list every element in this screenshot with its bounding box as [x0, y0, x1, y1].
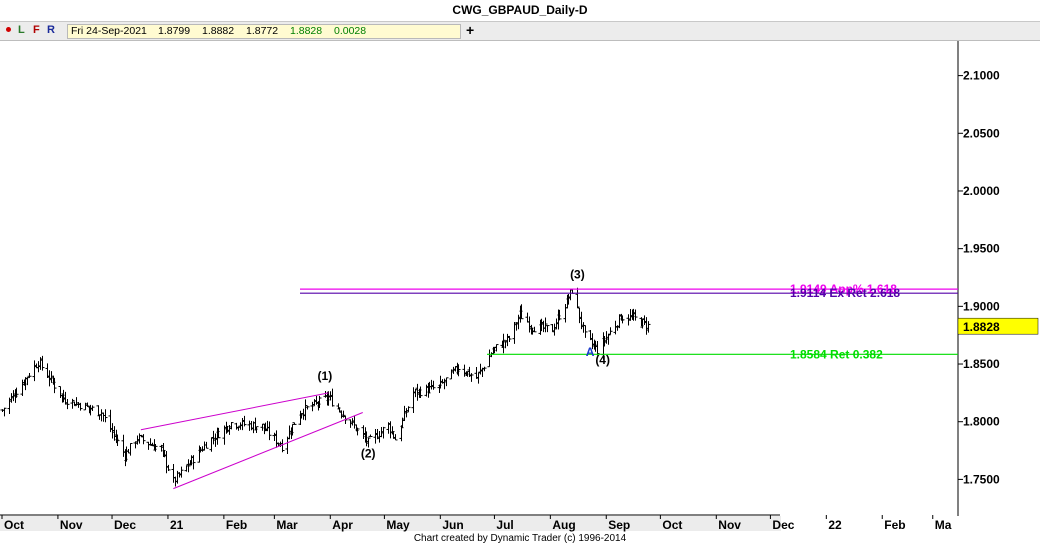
y-tick-label: 2.0500	[963, 126, 1000, 140]
x-tick-label: Jun	[442, 518, 463, 532]
toolbar-button-f[interactable]: F	[33, 24, 40, 36]
price-bars	[0, 287, 651, 487]
window-title: CWG_GBPAUD_Daily-D	[452, 3, 588, 17]
x-tick-label: Nov	[60, 518, 83, 532]
x-tick-label: Ma	[935, 518, 952, 532]
wave-label: A	[586, 345, 595, 359]
y-tick-label: 1.9000	[963, 299, 1000, 313]
x-tick-label: Dec	[114, 518, 136, 532]
wave-label: (1)	[318, 369, 333, 383]
y-tick-label: 2.1000	[963, 69, 1000, 83]
trendline	[173, 412, 363, 490]
toolbar-button-r[interactable]: R	[47, 24, 55, 36]
info-close: 1.8828	[290, 25, 323, 37]
wave-label: (4)	[595, 353, 610, 367]
wave-label: (3)	[570, 268, 585, 282]
info-high: 1.8882	[202, 25, 235, 37]
x-tick-label: Aug	[552, 518, 575, 532]
x-tick-label: Mar	[276, 518, 298, 532]
last-price-tag	[957, 317, 1039, 335]
last-price-label: 1.8828	[963, 320, 1000, 334]
chart-toolbar: L F R Fri 24-Sep-2021 1.8799 1.8882 1.87…	[0, 22, 1040, 41]
x-axis-band	[0, 516, 781, 531]
y-tick-label: 1.8000	[963, 415, 1000, 429]
x-tick-label: 22	[828, 518, 842, 532]
add-plus-icon[interactable]: +	[466, 22, 475, 38]
info-change: 0.0028	[334, 25, 367, 37]
x-tick-label: Dec	[772, 518, 794, 532]
window-title-bar: CWG_GBPAUD_Daily-D	[0, 0, 1040, 22]
x-tick-label: 21	[170, 518, 184, 532]
y-tick-label: 1.7500	[963, 472, 1000, 486]
info-low: 1.8772	[246, 25, 279, 37]
x-tick-label: Sep	[608, 518, 630, 532]
trendline	[140, 392, 329, 431]
y-tick-label: 1.8500	[963, 357, 1000, 371]
bar-info-box: Fri 24-Sep-2021 1.8799 1.8882 1.8772 1.8…	[67, 24, 461, 39]
x-tick-label: Oct	[662, 518, 682, 532]
x-tick-label: Oct	[4, 518, 24, 532]
x-tick-label: Feb	[884, 518, 905, 532]
x-tick-label: May	[386, 518, 410, 532]
y-tick-label: 2.0000	[963, 184, 1000, 198]
level-label: 1.8584 Ret 0.382	[790, 347, 883, 361]
toolbar-button-l[interactable]: L	[18, 24, 25, 36]
wave-label: (2)	[361, 446, 376, 460]
info-open: 1.8799	[158, 25, 191, 37]
record-dot-icon[interactable]	[6, 27, 11, 32]
y-tick-label: 1.9500	[963, 242, 1000, 256]
x-tick-label: Nov	[718, 518, 741, 532]
level-label: 1.9114 Ex Ret 2.618	[790, 286, 900, 300]
x-tick-label: Jul	[496, 518, 513, 532]
x-tick-label: Apr	[332, 518, 353, 532]
chart-credit: Chart created by Dynamic Trader (c) 1996…	[413, 533, 627, 544]
info-date: Fri 24-Sep-2021	[71, 25, 147, 37]
x-tick-label: Feb	[226, 518, 247, 532]
